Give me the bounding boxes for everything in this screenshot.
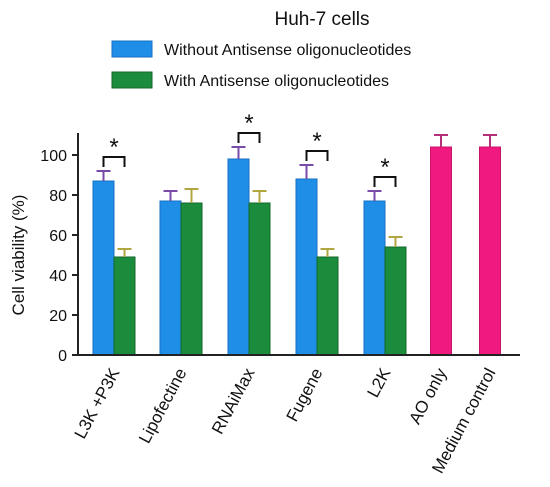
- y-tick-label: 40: [49, 268, 67, 285]
- significance-bracket: [373, 176, 397, 187]
- error-bars-group: [78, 134, 520, 356]
- y-tick-label: 80: [49, 188, 67, 205]
- significance-star: *: [109, 134, 118, 161]
- bar: [363, 200, 386, 356]
- x-category-label: L2K: [364, 364, 395, 400]
- y-tick-label: 100: [40, 148, 67, 165]
- x-category-label: AO only: [405, 365, 450, 428]
- significance-group: * * * *: [102, 110, 397, 187]
- significance-star: *: [312, 128, 321, 155]
- x-category-label: RNAiMax: [208, 365, 259, 438]
- x-category-label: Lipofectine: [135, 365, 190, 447]
- bar: [159, 200, 182, 356]
- x-category-label: Fugene: [283, 365, 327, 425]
- bar: [248, 202, 271, 356]
- chart-title: Huh-7 cells: [274, 9, 369, 30]
- y-axis: 0 20 40 60 80 100: [40, 133, 79, 365]
- bar: [295, 178, 318, 356]
- significance-bracket: [102, 156, 126, 167]
- significance-bracket: [237, 132, 261, 143]
- bar: [316, 256, 339, 356]
- x-category-label: L3K +P3K: [71, 364, 124, 442]
- y-tick-label: 20: [49, 308, 67, 325]
- significance-bracket: [305, 150, 329, 161]
- y-tick-label: 0: [58, 348, 67, 365]
- significance-star: *: [380, 154, 389, 181]
- bar: [113, 256, 136, 356]
- significance-star: *: [244, 110, 253, 137]
- legend-swatch-without: [111, 40, 153, 58]
- bar: [180, 202, 203, 356]
- y-tick-label: 60: [49, 228, 67, 245]
- chart-legend: Without Antisense oligonucleotides With …: [111, 40, 411, 90]
- legend-label-with: With Antisense oligonucleotides: [164, 73, 389, 90]
- bar: [384, 246, 407, 356]
- legend-swatch-with: [111, 71, 153, 89]
- y-axis-label: Cell viability (%): [9, 195, 28, 316]
- bar: [227, 158, 250, 356]
- bars-group: [92, 146, 501, 356]
- bar: [479, 146, 501, 356]
- legend-label-without: Without Antisense oligonucleotides: [164, 42, 411, 59]
- bar: [430, 146, 452, 356]
- x-axis-labels: L3K +P3K Lipofectine RNAiMax Fugene L2K AO on…: [71, 364, 500, 476]
- bar: [92, 180, 115, 356]
